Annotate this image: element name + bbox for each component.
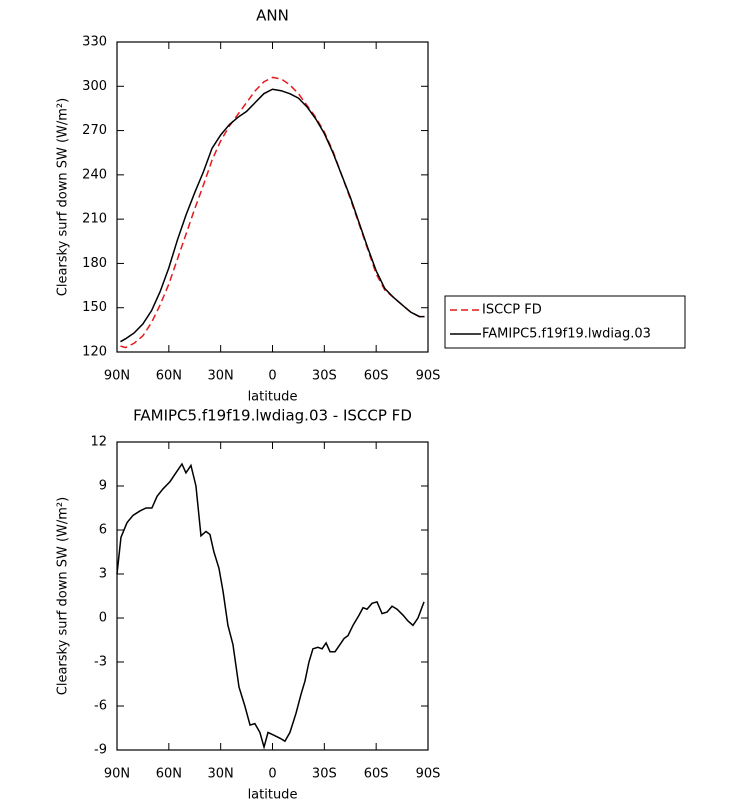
y-axis-label: Clearsky surf down SW (W/m²) <box>56 497 71 695</box>
x-tick-label: 0 <box>268 767 276 782</box>
x-tick-label: 30N <box>208 767 234 782</box>
y-tick-label: -3 <box>94 655 107 670</box>
x-tick-label: 90N <box>104 369 130 384</box>
y-tick-label: 3 <box>99 567 107 582</box>
y-axis-label: Clearsky surf down SW (W/m²) <box>56 98 71 296</box>
y-tick-label: 270 <box>82 123 107 138</box>
legend-label: FAMIPC5.f19f19.lwdiag.03 <box>482 327 651 342</box>
chart-title: FAMIPC5.f19f19.lwdiag.03 - ISCCP FD <box>133 407 412 425</box>
data-line <box>120 88 425 343</box>
y-tick-label: 6 <box>99 523 107 538</box>
x-axis-label: latitude <box>248 390 298 405</box>
y-tick-label: 0 <box>99 611 107 626</box>
y-tick-label: 12 <box>90 435 107 450</box>
data-line <box>116 462 425 750</box>
y-tick-label: 330 <box>82 35 107 50</box>
y-tick-label: 210 <box>82 212 107 227</box>
x-axis-label: latitude <box>248 788 298 803</box>
x-tick-label: 30S <box>312 767 337 782</box>
x-tick-label: 60S <box>364 369 389 384</box>
x-tick-label: 90N <box>104 767 130 782</box>
y-tick-label: 9 <box>99 479 107 494</box>
y-tick-label: 300 <box>82 79 107 94</box>
y-tick-label: 240 <box>82 167 107 182</box>
y-tick-label: -9 <box>94 743 107 758</box>
y-tick-label: 150 <box>82 300 107 315</box>
x-tick-label: 30S <box>312 369 337 384</box>
x-tick-label: 90S <box>416 767 441 782</box>
x-tick-label: 60N <box>156 369 182 384</box>
y-tick-label: 180 <box>82 256 107 271</box>
x-tick-label: 60N <box>156 767 182 782</box>
x-tick-label: 90S <box>416 369 441 384</box>
legend-box <box>444 295 686 349</box>
x-tick-label: 30N <box>208 369 234 384</box>
legend-label: ISCCP FD <box>482 303 542 318</box>
x-tick-label: 0 <box>268 369 276 384</box>
chart-title: ANN <box>256 7 289 25</box>
y-tick-label: 120 <box>82 345 107 360</box>
y-tick-label: -6 <box>94 699 107 714</box>
x-tick-label: 60S <box>364 767 389 782</box>
data-line <box>120 76 425 349</box>
